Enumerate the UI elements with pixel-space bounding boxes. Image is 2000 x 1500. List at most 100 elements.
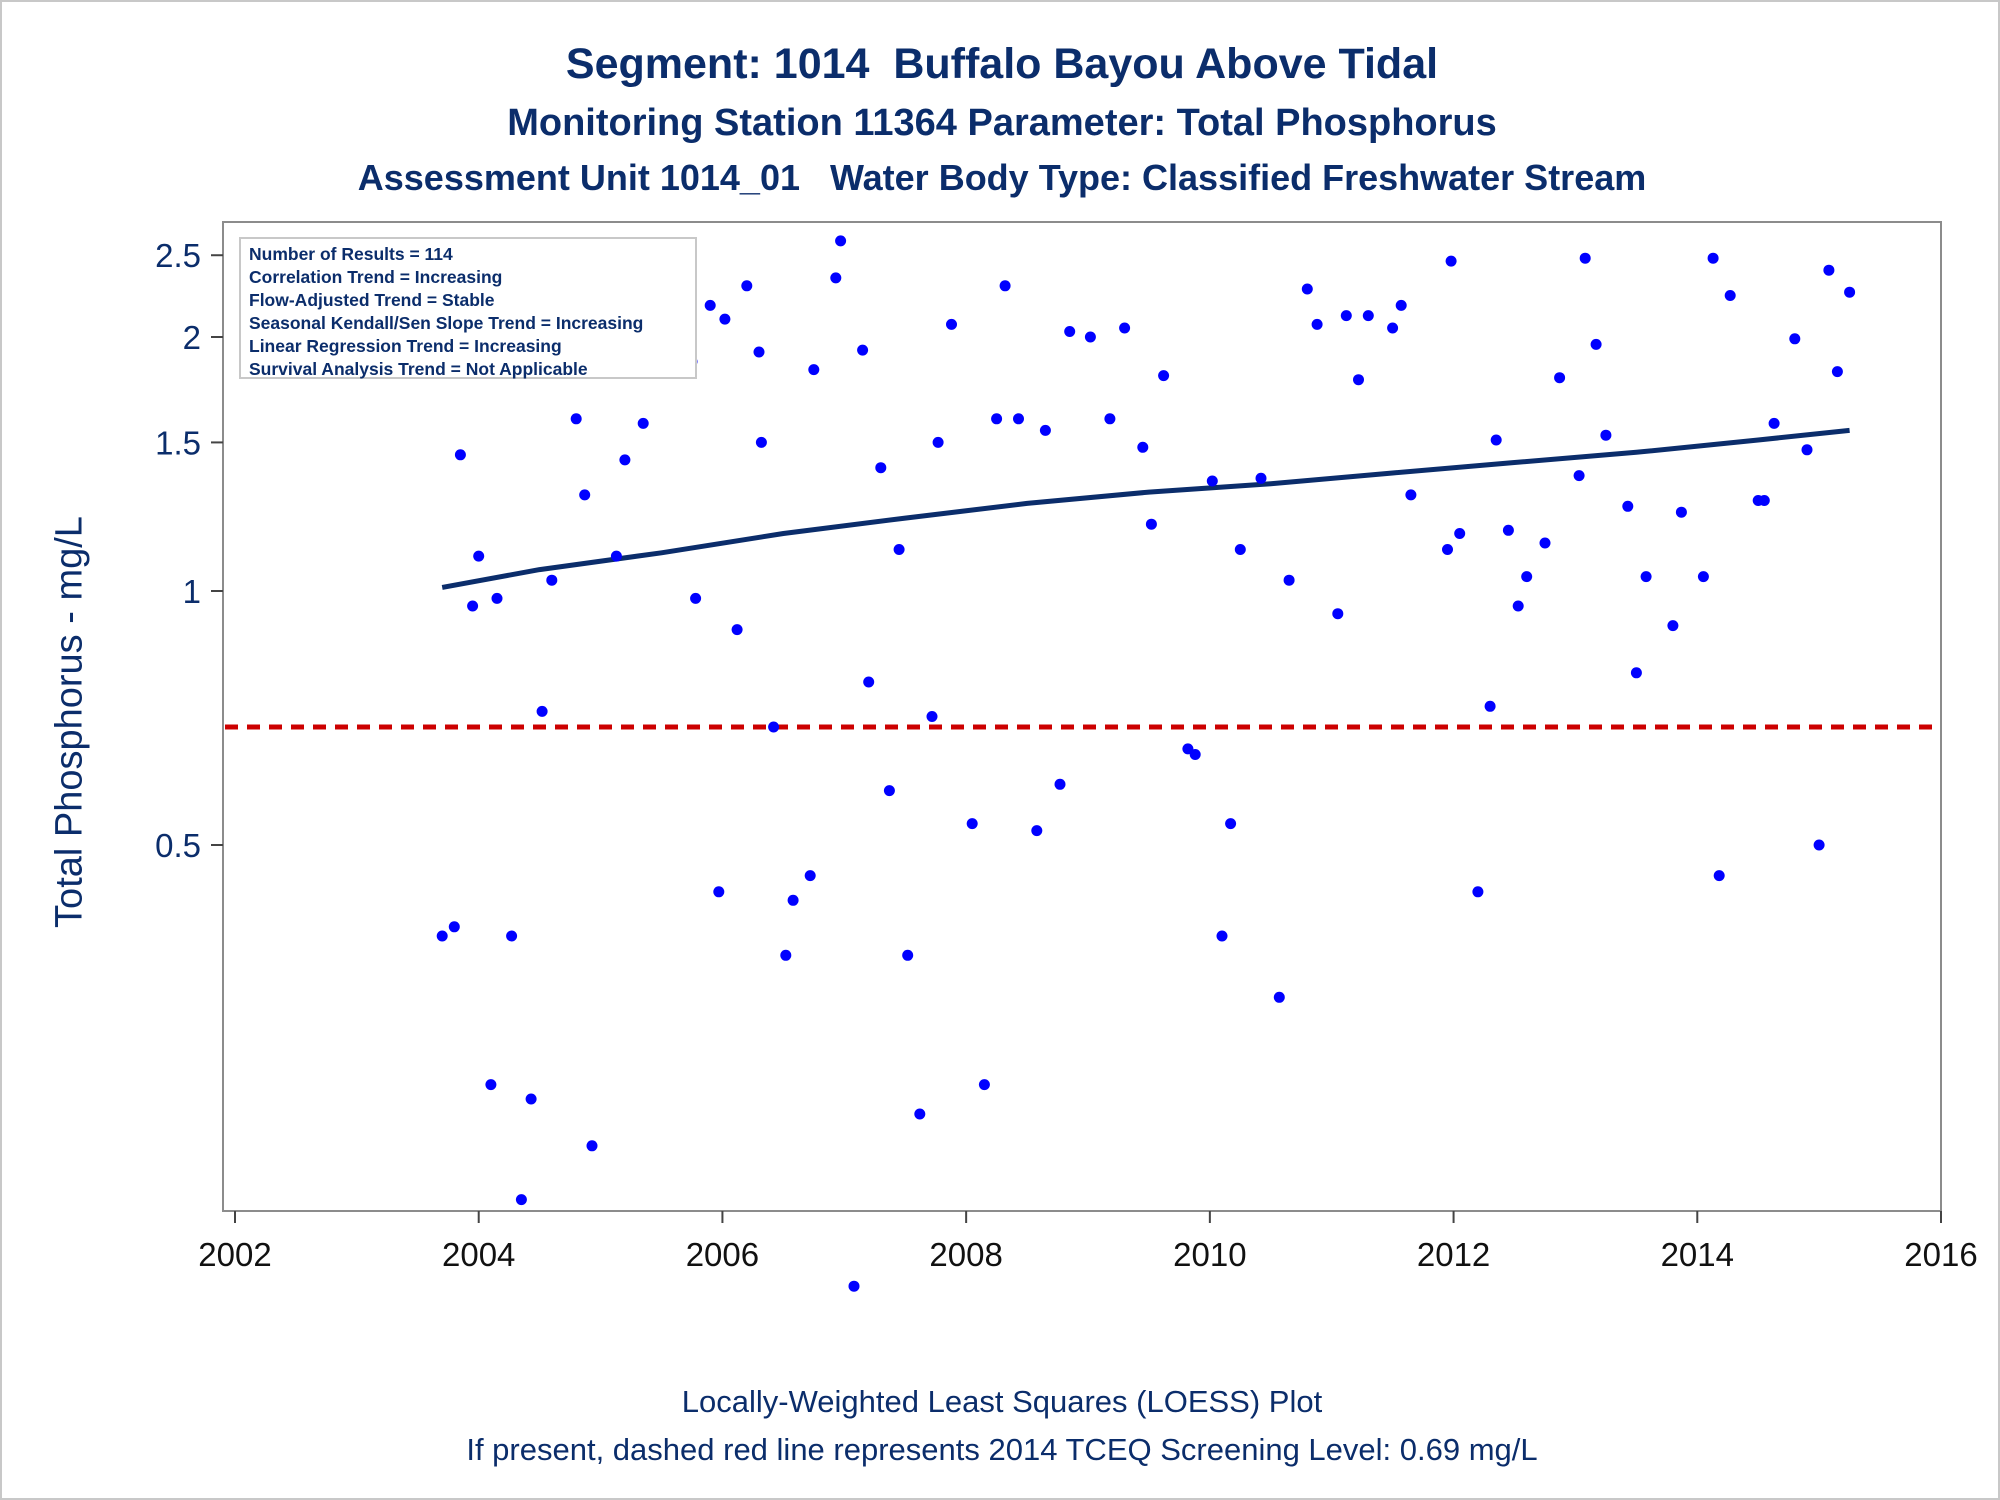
info-line-linear-regression: Linear Regression Trend = Increasing: [249, 336, 562, 356]
data-point: [1630, 667, 1642, 679]
footnote-loess: Locally-Weighted Least Squares (LOESS) P…: [681, 1384, 1323, 1419]
data-point: [1340, 310, 1352, 322]
data-point: [546, 574, 558, 586]
data-point: [1640, 571, 1652, 583]
info-line-correlation: Correlation Trend = Increasing: [249, 267, 503, 287]
data-point: [1145, 518, 1157, 530]
data-point: [1675, 506, 1687, 518]
data-point: [787, 894, 799, 906]
data-point: [999, 280, 1011, 292]
data-point: [893, 544, 905, 555]
data-point: [1590, 338, 1602, 350]
info-line-flow-adjusted: Flow-Adjusted Trend = Stable: [249, 290, 495, 310]
data-point: [1789, 333, 1801, 345]
data-point: [991, 413, 1003, 425]
footnote-screening-level: If present, dashed red line represents 2…: [466, 1432, 1538, 1467]
x-tick-label: 2006: [686, 1236, 759, 1273]
data-point: [1454, 528, 1466, 539]
data-point: [454, 449, 466, 461]
data-point: [1758, 495, 1770, 506]
data-point: [1768, 417, 1780, 429]
data-point: [1539, 537, 1551, 549]
data-point: [1255, 472, 1267, 484]
chart-subtitle-assessment-unit: Assessment Unit 1014_01 Water Body Type:…: [357, 157, 1647, 198]
x-tick-label: 2008: [929, 1236, 1002, 1273]
data-point: [473, 550, 485, 562]
data-point: [1332, 608, 1344, 620]
y-tick-label: 1.5: [155, 424, 201, 461]
data-point: [1353, 374, 1364, 386]
data-point: [1490, 434, 1502, 446]
data-point: [713, 886, 725, 898]
data-point: [902, 949, 914, 961]
x-tick-label: 2014: [1661, 1236, 1734, 1273]
data-point: [1273, 991, 1285, 1003]
data-point: [808, 364, 820, 376]
data-point: [1395, 299, 1407, 311]
data-point: [1600, 429, 1612, 441]
data-point: [610, 550, 622, 562]
info-line-results: Number of Results = 114: [249, 244, 453, 264]
data-point: [485, 1079, 497, 1091]
data-point: [1054, 778, 1066, 790]
data-point: [1405, 489, 1417, 501]
data-point: [1573, 470, 1585, 482]
data-point: [1724, 290, 1736, 301]
data-point: [1502, 524, 1514, 536]
data-point: [857, 344, 869, 356]
data-point: [525, 1093, 537, 1105]
x-tick-label: 2012: [1417, 1236, 1490, 1273]
data-point: [515, 1194, 527, 1206]
data-point: [1084, 331, 1096, 343]
chart-subtitle-station: Monitoring Station 11364 Parameter: Tota…: [507, 102, 1497, 144]
data-point: [780, 949, 792, 961]
data-point: [1445, 255, 1457, 267]
data-point: [804, 870, 816, 882]
data-point: [1234, 544, 1246, 555]
data-point: [1283, 574, 1295, 586]
data-point: [1667, 620, 1679, 632]
data-point: [1512, 600, 1524, 612]
axes-layer: 2002 2004 2006 2008 2010 2012 2014 2016 0.5 1 1.5 2…: [155, 237, 1978, 1273]
scatter-plot: 2002 2004 2006 2008 2010 2012 2014 2016 0.5 1 1.5 2…: [155, 221, 1978, 1292]
data-point: [1579, 252, 1591, 264]
x-tick-label: 2002: [198, 1236, 271, 1273]
x-tick-label: 2004: [442, 1236, 515, 1273]
data-point: [704, 299, 716, 311]
trend-info-box: Number of Results = 114 Correlation Tren…: [239, 237, 697, 379]
data-point: [1484, 700, 1496, 712]
loess-trend-line: [441, 427, 1850, 590]
data-point: [536, 705, 548, 717]
data-point: [719, 313, 731, 325]
data-point: [1119, 322, 1131, 334]
data-point: [1521, 571, 1533, 583]
data-point: [1713, 870, 1725, 882]
data-point: [753, 346, 765, 358]
data-point: [946, 318, 957, 330]
data-point: [506, 930, 518, 942]
x-tick-label: 2010: [1173, 1236, 1246, 1273]
y-tick-label: 0.5: [155, 827, 201, 864]
data-point: [1844, 286, 1856, 298]
data-point: [1137, 441, 1149, 453]
info-line-seasonal-kendall: Seasonal Kendall/Sen Slope Trend = Incre…: [249, 313, 644, 333]
data-point: [1831, 366, 1843, 378]
data-point: [467, 600, 479, 612]
data-point: [1311, 318, 1323, 330]
data-point: [914, 1108, 926, 1120]
data-point: [1801, 444, 1813, 456]
data-point: [1823, 264, 1835, 276]
data-point: [1031, 825, 1043, 837]
data-point: [570, 413, 582, 425]
data-point: [1707, 252, 1719, 264]
data-point: [1039, 424, 1051, 436]
chart-title: Segment: 1014 Buffalo Bayou Above Tidal: [565, 40, 1439, 88]
data-point: [1622, 500, 1634, 512]
data-point: [637, 417, 649, 429]
data-point: [1206, 475, 1218, 487]
data-point: [1813, 839, 1825, 851]
plot-border: [222, 221, 1942, 1212]
loess-layer: [441, 427, 1850, 590]
data-point: [966, 818, 978, 830]
data-point: [863, 676, 875, 688]
